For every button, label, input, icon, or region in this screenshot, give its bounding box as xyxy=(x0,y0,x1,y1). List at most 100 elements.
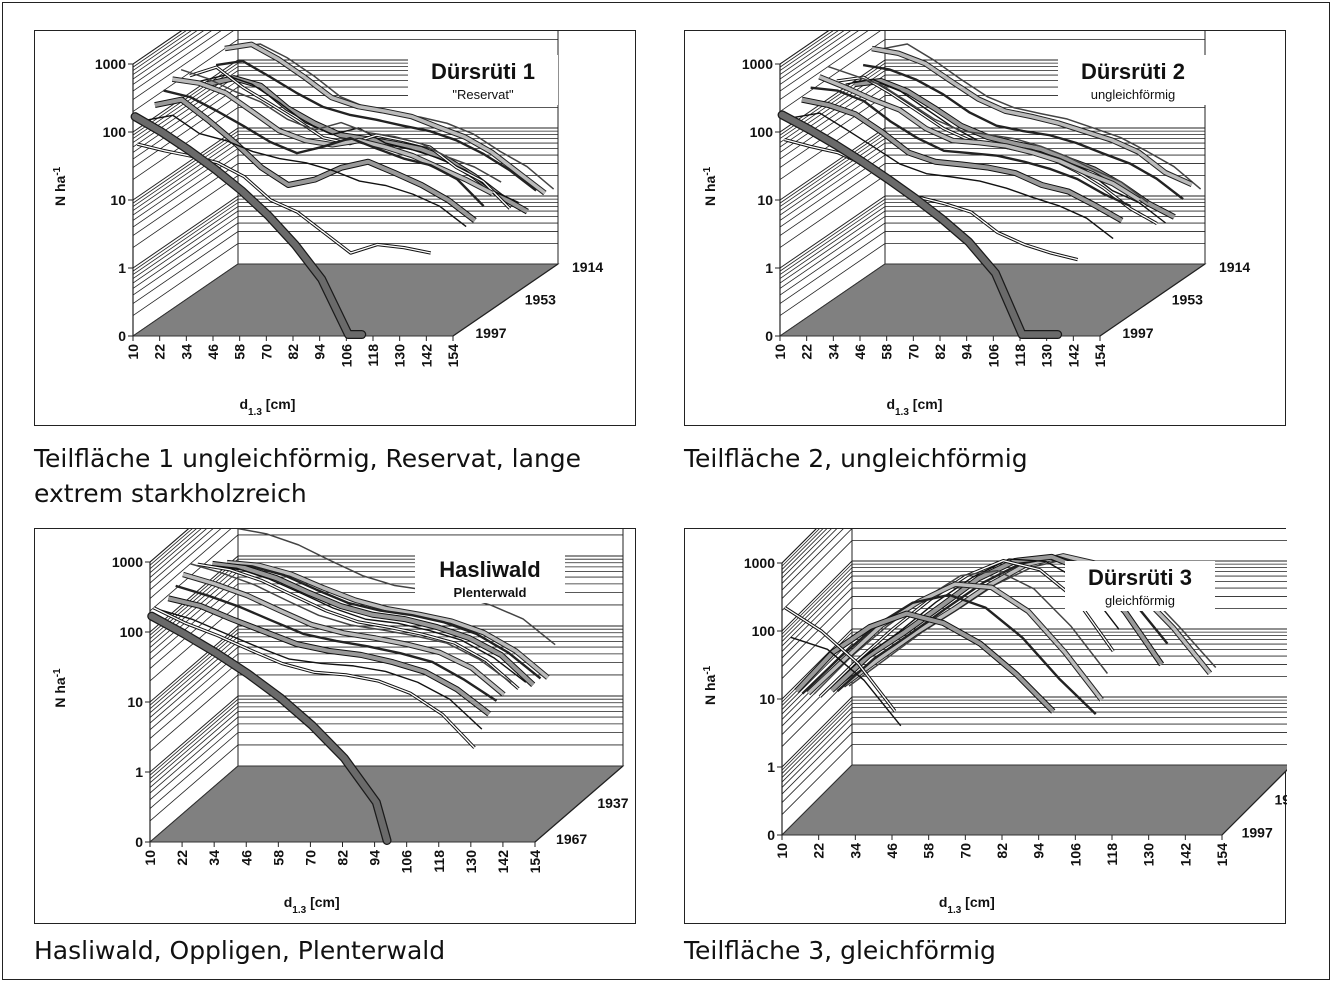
series-line xyxy=(154,97,477,223)
legend-background xyxy=(415,553,565,603)
gridline xyxy=(149,723,623,801)
x-axis-label-main: d xyxy=(284,894,293,910)
x-axis-label-unit: [cm] xyxy=(262,396,295,412)
x-tick-label: 106 xyxy=(338,344,354,368)
x-tick-label: 94 xyxy=(367,850,383,866)
caption-3: Hasliwald, Oppligen, Plenterwald xyxy=(34,936,446,965)
y-axis-label-sup: -1 xyxy=(52,166,63,175)
gridline xyxy=(149,529,197,570)
gridline xyxy=(149,604,623,682)
series-line xyxy=(862,63,1184,200)
x-axis-label: d1.3 [cm] xyxy=(886,396,942,418)
gridline xyxy=(149,695,623,773)
x-tick-label: 34 xyxy=(206,850,222,866)
series-line xyxy=(790,636,902,727)
gridline xyxy=(779,107,1205,180)
series-line xyxy=(810,86,1132,208)
gridline xyxy=(779,31,845,75)
series-line xyxy=(236,529,556,646)
caption-1-line2: extrem starkholzreich xyxy=(34,479,307,508)
gridline xyxy=(132,154,558,228)
series-line xyxy=(827,65,1149,204)
gridline xyxy=(781,696,1287,768)
gridline xyxy=(132,222,558,296)
x-tick-label: 106 xyxy=(985,344,1001,368)
x-tick-label: 10 xyxy=(772,344,788,360)
x-axis-label-main: d xyxy=(886,396,895,412)
x-tick-label: 10 xyxy=(142,850,158,866)
gridline xyxy=(132,31,234,100)
series-line xyxy=(197,563,519,690)
z-tick-label: 1953 xyxy=(1172,291,1203,307)
series-line xyxy=(801,593,1097,716)
series-line xyxy=(137,143,431,254)
x-tick-label: 46 xyxy=(852,344,868,360)
x-tick-label: 106 xyxy=(1067,843,1083,867)
x-tick-label: 154 xyxy=(527,850,543,874)
gridline xyxy=(149,632,623,710)
gridline xyxy=(779,142,1205,216)
gridline xyxy=(781,711,1287,783)
y-axis-label-main: N ha xyxy=(52,677,68,708)
chart-panel-4: 1000 100 10 1 0 10 22 34 46 58 70 82 94 106 118 130 142 1… xyxy=(684,528,1287,924)
x-tick-label: 142 xyxy=(418,344,434,368)
x-tick-label: 118 xyxy=(1104,843,1120,866)
gridline xyxy=(779,195,1205,269)
gridline xyxy=(779,222,1205,296)
gridline xyxy=(779,202,1205,275)
x-tick-label: 46 xyxy=(238,850,254,866)
series-line xyxy=(880,43,1202,190)
gridline xyxy=(779,148,1205,221)
gridline xyxy=(149,702,623,780)
series-line xyxy=(204,564,527,683)
gridline xyxy=(781,717,1287,788)
y-tick-label: 100 xyxy=(750,124,774,140)
gridline xyxy=(132,31,198,75)
x-axis-label-sub: 1.3 xyxy=(292,905,306,916)
x-tick-label: 142 xyxy=(1065,344,1081,368)
gridline xyxy=(149,625,623,703)
y-tick-label: 1 xyxy=(135,764,143,780)
chart-panel-3: 1000 100 10 1 0 10 22 34 46 58 70 82 94 106 118 130 142 1… xyxy=(34,528,636,924)
gridline xyxy=(132,31,192,71)
gridline xyxy=(779,31,851,80)
x-tick-label: 82 xyxy=(994,843,1010,859)
x-tick-label: 10 xyxy=(774,843,790,859)
x-tick-label: 82 xyxy=(285,344,301,360)
gridline xyxy=(132,107,558,180)
y-tick-label: 1 xyxy=(118,260,126,276)
y-axis-label-main: N ha xyxy=(702,674,718,705)
gridline xyxy=(779,31,830,65)
y-axis-label: N ha-1 xyxy=(52,166,69,206)
x-tick-label: 70 xyxy=(258,344,274,360)
legend-box: Dürsrüti 2 ungleichförmig xyxy=(1058,55,1208,105)
gridline xyxy=(781,529,853,599)
y-tick-label: 10 xyxy=(757,192,773,208)
series-line xyxy=(175,584,498,702)
x-tick-label: 58 xyxy=(232,344,248,360)
legend-box: Hasliwald Plenterwald xyxy=(415,553,565,603)
z-tick-label: 1997 xyxy=(475,325,506,341)
y-tick-label: 10 xyxy=(110,192,126,208)
y-axis-label-main: N ha xyxy=(702,175,718,206)
x-tick-label: 46 xyxy=(205,344,221,360)
y-axis-label-sup: -1 xyxy=(52,668,63,677)
series-line xyxy=(224,42,546,195)
gridline xyxy=(149,706,623,784)
gridline xyxy=(781,744,1287,815)
gridline xyxy=(779,127,1205,201)
y-tick-label: 0 xyxy=(765,328,773,344)
y-tick-label: 100 xyxy=(103,124,127,140)
series-line xyxy=(784,607,896,712)
x-tick-label: 58 xyxy=(879,344,895,360)
x-tick-label: 34 xyxy=(178,344,194,360)
legend-box: Dürsrüti 3 gleichförmig xyxy=(1065,561,1215,611)
gridline xyxy=(779,231,1205,304)
series-line xyxy=(813,569,1109,695)
gridline xyxy=(149,732,623,809)
caption-1-line1: Teilfläche 1 ungleichförmig, Reservat, l… xyxy=(34,444,582,473)
